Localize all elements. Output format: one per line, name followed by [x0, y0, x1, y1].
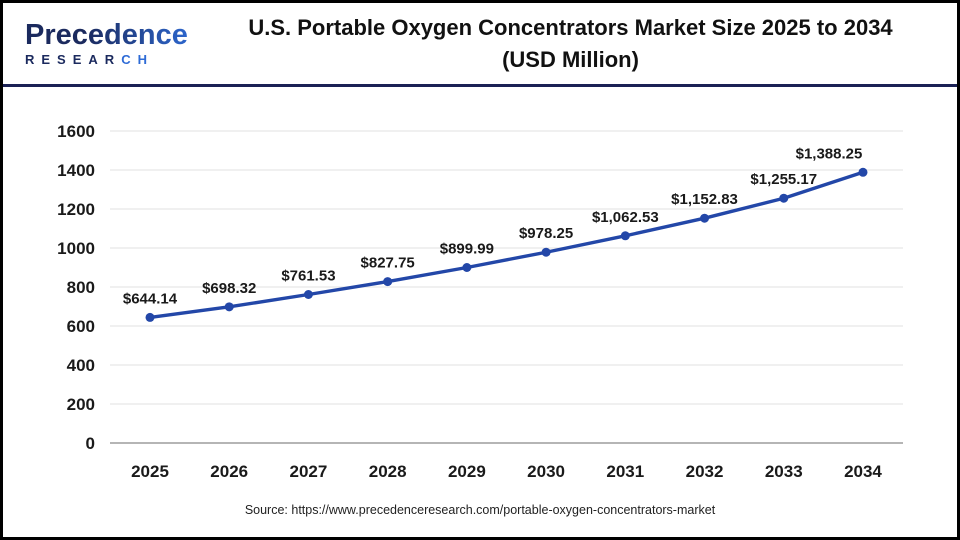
- data-point-marker: [620, 231, 630, 241]
- data-point-label: $899.99: [440, 241, 494, 258]
- logo-subtitle-accent: CH: [121, 52, 154, 67]
- y-tick-label: 400: [67, 356, 95, 375]
- x-tick-label: 2032: [686, 462, 724, 481]
- data-point-marker: [383, 277, 393, 287]
- market-size-line-chart: 0 200 400 600 800 1000 1200 1400 1600 2025 2026 202…: [57, 122, 903, 481]
- data-point-marker: [541, 247, 551, 257]
- data-point-label: $1,388.25: [796, 145, 863, 162]
- y-tick-label: 1200: [57, 200, 95, 219]
- logo-subtitle-main: RESEAR: [25, 52, 122, 67]
- y-tick-label: 0: [86, 434, 95, 453]
- x-tick-label: 2031: [606, 462, 644, 481]
- x-tick-label: 2027: [290, 462, 328, 481]
- data-point-label: $1,255.17: [750, 171, 817, 188]
- x-tick-label: 2029: [448, 462, 486, 481]
- footer: Source: https://www.precedenceresearch.c…: [3, 487, 957, 537]
- y-tick-label: 1000: [57, 239, 95, 258]
- y-tick-label: 800: [67, 278, 95, 297]
- source-text: Source: https://www.precedenceresearch.c…: [244, 503, 716, 517]
- data-point-label: $978.25: [519, 225, 573, 242]
- data-point-marker: [145, 312, 155, 322]
- y-tick-label: 200: [67, 395, 95, 414]
- y-tick-label: 1400: [57, 161, 95, 180]
- chart-area: 0 200 400 600 800 1000 1200 1400 1600 2025 2026 202…: [3, 87, 957, 487]
- chart-title-line1: U.S. Portable Oxygen Concentrators Marke…: [248, 14, 893, 40]
- x-tick-label: 2026: [210, 462, 248, 481]
- data-point-label: $827.75: [361, 255, 415, 272]
- x-tick-label: 2030: [527, 462, 565, 481]
- data-point-marker: [779, 193, 789, 203]
- data-point-label: $761.53: [281, 268, 335, 285]
- data-point-label: $1,062.53: [592, 209, 659, 226]
- chart-title-line2: (USD Million): [502, 46, 639, 72]
- data-point-marker: [700, 213, 710, 223]
- y-tick-label: 1600: [57, 122, 95, 141]
- data-point-marker: [224, 302, 234, 312]
- y-tick-label: 600: [67, 317, 95, 336]
- logo-wordmark: Precedence: [25, 21, 198, 50]
- series-line: [148, 170, 865, 320]
- data-point-marker: [462, 263, 472, 273]
- x-tick-label: 2028: [369, 462, 407, 481]
- data-point-label: $698.32: [202, 280, 256, 297]
- header: Precedence RESEARCH U.S. Portable Oxygen…: [3, 3, 957, 87]
- logo-subtitle: RESEARCH: [25, 53, 198, 66]
- chart-title: U.S. Portable Oxygen Concentrators Marke…: [198, 12, 957, 76]
- data-point-marker: [858, 167, 868, 177]
- x-tick-label: 2034: [844, 462, 882, 481]
- data-point-label: $644.14: [123, 290, 178, 307]
- x-tick-label: 2025: [131, 462, 169, 481]
- data-point-label: $1,152.83: [671, 191, 738, 208]
- data-point-marker: [303, 290, 313, 300]
- precedence-research-logo: Precedence RESEARCH: [3, 21, 198, 67]
- x-tick-label: 2033: [765, 462, 803, 481]
